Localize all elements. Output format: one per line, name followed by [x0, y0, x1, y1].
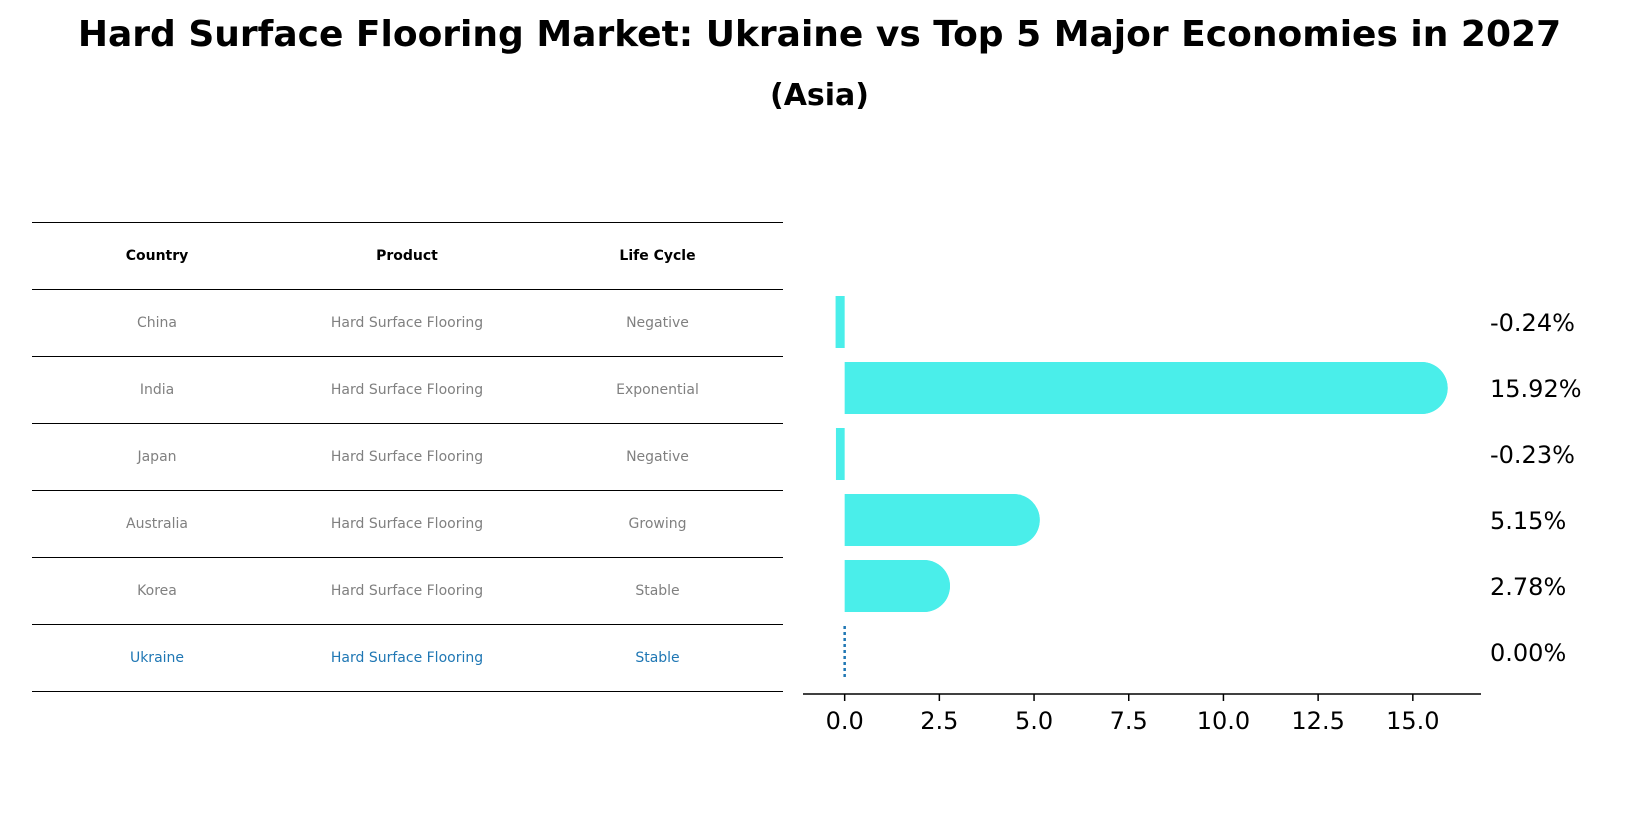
x-tick-label: 15.0	[1386, 707, 1439, 735]
table-row: Australia Hard Surface Flooring Growing	[32, 491, 783, 558]
value-label-india: 15.92%	[1490, 375, 1582, 403]
table-row: China Hard Surface Flooring Negative	[32, 290, 783, 357]
bar-australia	[844, 494, 1040, 546]
bar-cap-korea	[897, 560, 950, 612]
cell-product: Hard Surface Flooring	[330, 583, 484, 599]
bar-china	[835, 296, 845, 348]
table-row: Korea Hard Surface Flooring Stable	[32, 558, 783, 625]
x-tick-label: 7.5	[1110, 707, 1148, 735]
cell-country: China	[137, 315, 177, 331]
cell-product: Hard Surface Flooring	[330, 315, 484, 331]
table-row-highlighted: Ukraine Hard Surface Flooring Stable	[32, 625, 783, 692]
table-row: India Hard Surface Flooring Exponential	[32, 357, 783, 424]
chart-subtitle: (Asia)	[769, 78, 870, 113]
cell-product: Hard Surface Flooring	[330, 449, 484, 465]
cell-life-cycle: Negative	[626, 315, 689, 331]
cell-life-cycle: Stable	[635, 583, 680, 599]
cell-product: Hard Surface Flooring	[330, 650, 484, 666]
cell-product: Hard Surface Flooring	[330, 382, 484, 398]
bar-india	[844, 362, 1448, 414]
bar-cap-india	[1395, 362, 1448, 414]
bar-cap-australia	[987, 494, 1040, 546]
cell-country: Ukraine	[129, 650, 185, 666]
value-label-japan: -0.23%	[1490, 441, 1575, 469]
value-label-australia: 5.15%	[1490, 507, 1566, 535]
x-tick-label: 10.0	[1197, 707, 1250, 735]
cell-life-cycle: Stable	[635, 650, 680, 666]
cell-country: Korea	[137, 583, 177, 599]
bar-japan	[835, 428, 845, 480]
header-product: Product	[376, 248, 438, 264]
table-row: Japan Hard Surface Flooring Negative	[32, 424, 783, 491]
x-tick-label: 12.5	[1291, 707, 1344, 735]
chart-title: Hard Surface Flooring Market: Ukraine vs…	[77, 14, 1562, 55]
x-tick-label: 5.0	[1015, 707, 1053, 735]
cell-product: Hard Surface Flooring	[330, 516, 484, 532]
cell-life-cycle: Negative	[626, 449, 689, 465]
header-country: Country	[125, 248, 189, 264]
table-header-row: Country Product Life Cycle	[32, 222, 783, 290]
x-tick-label: 2.5	[920, 707, 958, 735]
value-label-china: -0.24%	[1490, 309, 1575, 337]
cell-life-cycle: Exponential	[616, 382, 699, 398]
header-life-cycle: Life Cycle	[619, 248, 696, 264]
cell-country: Australia	[126, 516, 188, 532]
cell-country: Japan	[137, 449, 177, 465]
cell-country: India	[139, 382, 175, 398]
data-table: Country Product Life Cycle China Hard Su…	[32, 222, 783, 692]
cell-life-cycle: Growing	[628, 516, 687, 532]
x-tick-label: 0.0	[826, 707, 864, 735]
value-label-ukraine: 0.00%	[1490, 639, 1566, 667]
value-label-korea: 2.78%	[1490, 573, 1566, 601]
